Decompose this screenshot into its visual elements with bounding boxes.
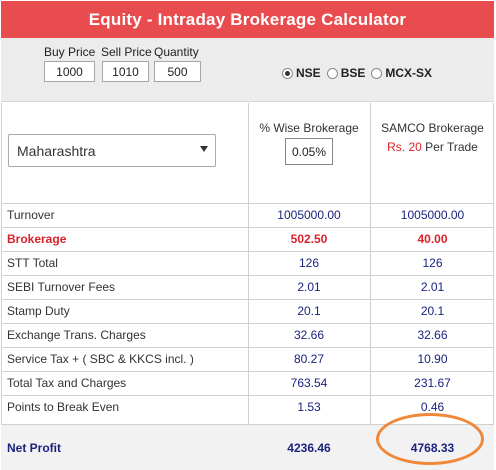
radio-mcx-sx-icon[interactable] (371, 67, 383, 79)
row-label: Exchange Trans. Charges (7, 328, 146, 342)
row-samco-value: 40.00 (417, 232, 448, 246)
exchange-option-label: NSE (296, 66, 321, 80)
results-table: Maharashtra % Wise Brokerage 0.05% SAMCO… (1, 103, 494, 470)
net-profit-row: Net Profit 4236.46 4768.33 (1, 424, 494, 470)
row-divider (1, 371, 494, 372)
row-divider (1, 227, 494, 228)
row-divider (1, 275, 494, 276)
row-label: Points to Break Even (7, 400, 120, 414)
row-label: STT Total (7, 256, 58, 270)
row-label: Total Tax and Charges (7, 376, 127, 390)
column-divider (370, 103, 371, 424)
pct-brokerage-header: % Wise Brokerage (259, 121, 359, 135)
row-samco-value: 126 (422, 256, 443, 270)
net-profit-samco-value: 4768.33 (410, 441, 455, 455)
input-panel: Buy Price Sell Price Quantity NSE BSE MC… (1, 38, 494, 102)
row-pct-value: 126 (298, 256, 320, 270)
calculator-title: Equity - Intraday Brokerage Calculator (1, 1, 494, 38)
exchange-option-nse[interactable]: NSE (282, 66, 321, 80)
exchange-option-label: BSE (340, 66, 366, 80)
row-label: SEBI Turnover Fees (7, 280, 116, 294)
row-pct-value: 763.54 (290, 376, 328, 390)
row-pct-value: 20.1 (297, 304, 321, 318)
quantity-input[interactable] (154, 61, 201, 82)
row-samco-value: 20.1 (420, 304, 445, 318)
state-select-value: Maharashtra (17, 142, 96, 159)
net-profit-label: Net Profit (7, 441, 61, 455)
row-divider (1, 395, 494, 396)
row-divider (1, 323, 494, 324)
sell-price-input[interactable] (102, 61, 149, 82)
row-samco-value: 1005000.00 (400, 208, 465, 222)
exchange-radio-group: NSE BSE MCX-SX (282, 66, 438, 80)
row-pct-value: 502.50 (290, 232, 328, 246)
row-pct-value: 32.66 (293, 328, 325, 342)
row-label: Turnover (7, 208, 55, 222)
row-samco-value: 231.67 (414, 376, 451, 390)
exchange-option-mcx-sx[interactable]: MCX-SX (371, 66, 432, 80)
radio-nse-icon[interactable] (282, 67, 293, 79)
samco-brokerage-header: SAMCO Brokerage (381, 121, 484, 135)
row-pct-value: 80.27 (293, 352, 325, 366)
row-samco-value: 2.01 (420, 280, 445, 294)
pct-brokerage-input[interactable]: 0.05% (285, 138, 333, 165)
row-label: Stamp Duty (7, 304, 70, 318)
row-label: Brokerage (7, 232, 67, 246)
row-divider (1, 251, 494, 252)
net-profit-pct-value: 4236.46 (287, 441, 331, 455)
row-samco-value: 32.66 (417, 328, 448, 342)
samco-per-trade: Rs. 20 Per Trade (371, 140, 494, 154)
buy-price-label: Buy Price (44, 45, 96, 59)
row-divider (1, 203, 494, 204)
row-divider (1, 299, 494, 300)
samco-rate: Rs. 20 (387, 140, 422, 154)
column-divider (248, 103, 249, 424)
row-samco-value: 0.46 (420, 400, 445, 414)
row-pct-value: 1005000.00 (277, 208, 341, 222)
chevron-down-icon[interactable] (200, 146, 208, 152)
exchange-option-label: MCX-SX (385, 66, 433, 80)
row-label: Service Tax + ( SBC & KKCS incl. ) (7, 352, 194, 366)
buy-price-input[interactable] (44, 61, 95, 82)
row-divider (1, 347, 494, 348)
quantity-label: Quantity (154, 45, 199, 59)
sell-price-label: Sell Price (101, 45, 152, 59)
row-pct-value: 1.53 (297, 400, 321, 414)
radio-bse-icon[interactable] (326, 67, 338, 79)
state-select[interactable]: Maharashtra (8, 134, 216, 167)
row-pct-value: 2.01 (297, 280, 321, 294)
row-samco-value: 10.90 (417, 352, 448, 366)
exchange-option-bse[interactable]: BSE (326, 66, 366, 80)
per-trade-label: Per Trade (425, 140, 478, 154)
